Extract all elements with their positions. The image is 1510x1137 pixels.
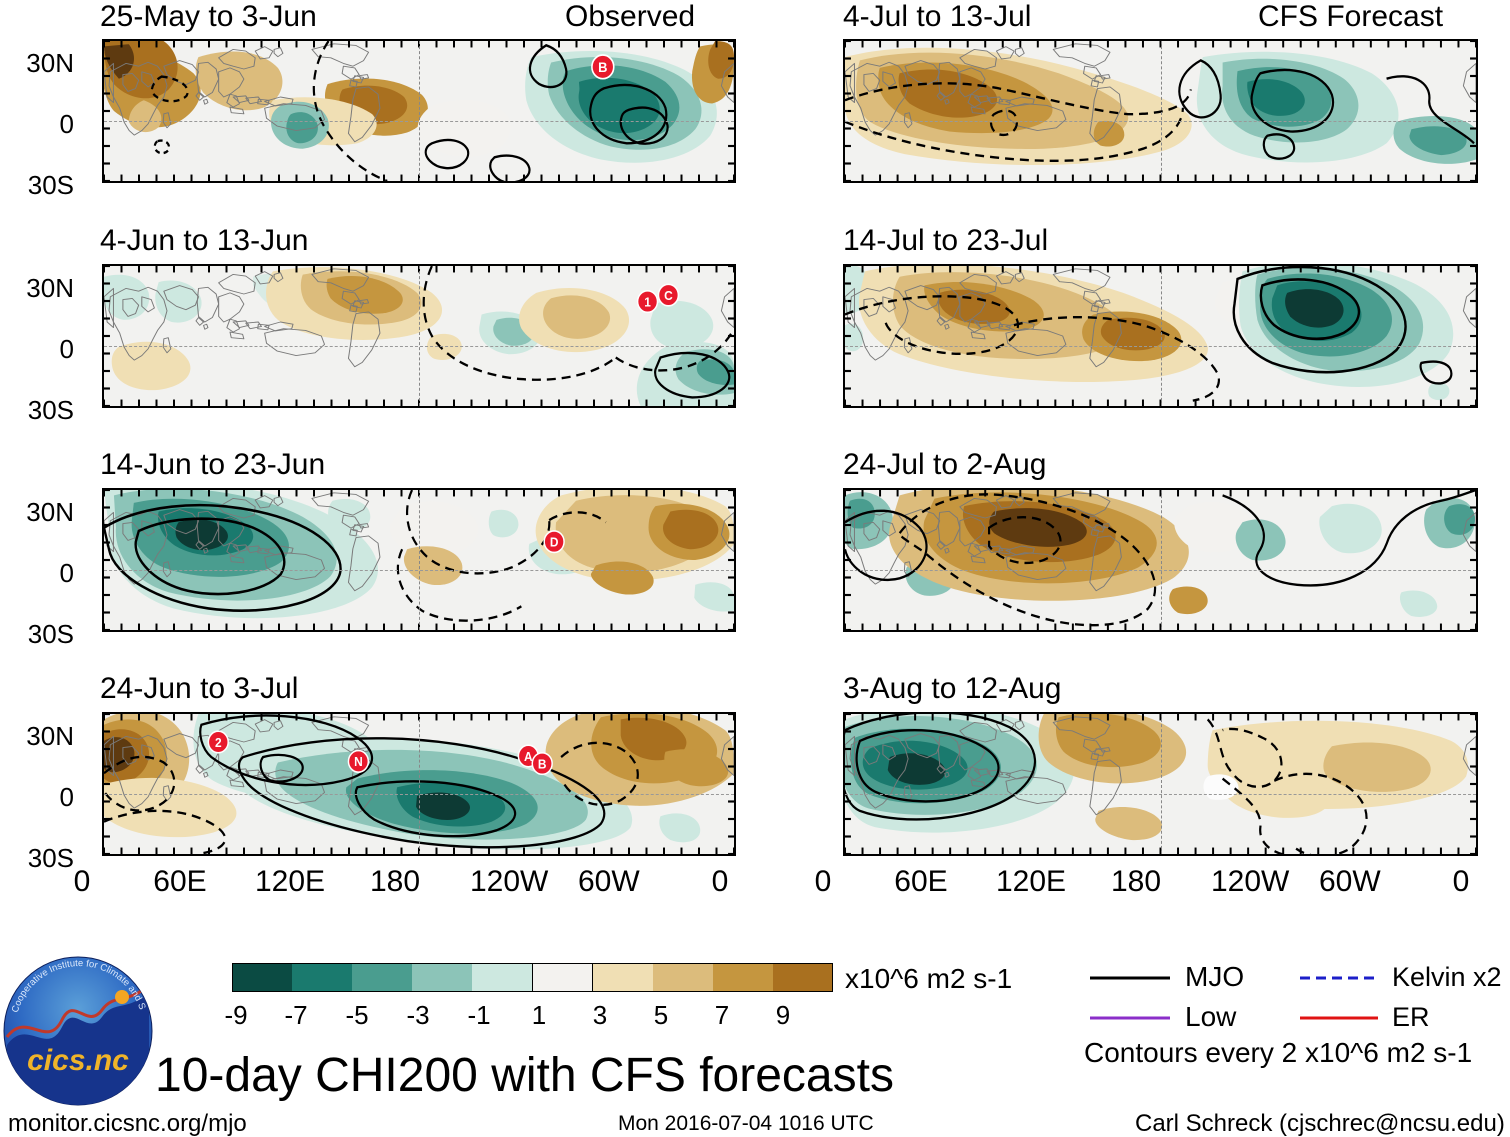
svg-text:A: A (524, 749, 533, 764)
svg-text:2: 2 (215, 735, 222, 750)
svg-text:cics.nc: cics.nc (27, 1044, 129, 1077)
svg-text:1: 1 (644, 295, 651, 310)
svg-text:N: N (354, 755, 363, 770)
svg-text:C: C (664, 288, 673, 303)
svg-text:Low: Low (1185, 1001, 1237, 1032)
svg-text:Kelvin x2: Kelvin x2 (1392, 963, 1502, 992)
svg-text:D: D (550, 535, 559, 550)
svg-text:ER: ER (1392, 1002, 1430, 1032)
svg-text:MJO: MJO (1185, 963, 1244, 992)
svg-text:B: B (538, 757, 547, 772)
svg-text:B: B (598, 60, 608, 76)
